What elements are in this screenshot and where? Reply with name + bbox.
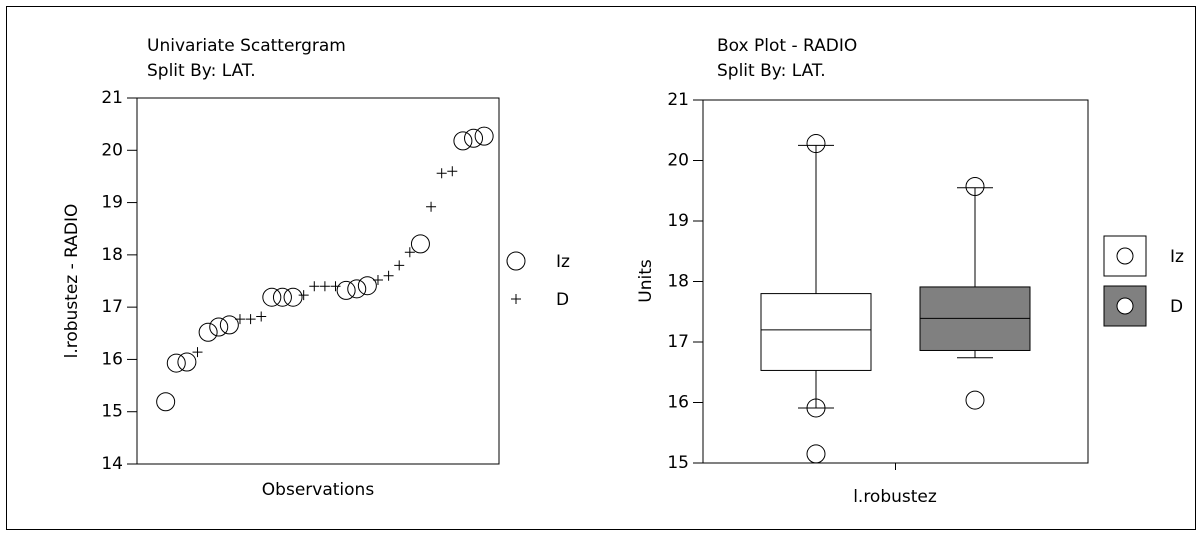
y-tick-label: 19 [667,211,689,231]
y-tick-label: 16 [667,393,689,413]
point [447,166,458,177]
point [198,322,218,342]
y-tick-label: 17 [667,332,689,352]
outlier [965,177,985,197]
point [298,290,309,301]
chart-subtitle: Split By: LAT. [147,61,256,81]
legend-marker [506,251,526,271]
point [166,353,186,373]
point [436,168,447,179]
point [347,279,367,299]
outlier [806,444,826,464]
legend-label: Iz [1170,247,1184,267]
point [336,280,356,300]
box [760,293,872,371]
frame [6,6,1196,530]
point [330,281,341,292]
outlier [965,390,985,410]
y-tick-label: 18 [667,272,689,292]
legend-marker [1116,247,1134,265]
point [357,276,377,296]
outlier [806,398,826,418]
point [410,234,430,254]
point [283,287,303,307]
y-axis-label: Units [636,259,656,303]
plot-area [136,97,500,465]
point [209,317,229,337]
y-axis-label: l.robustez - RADIO [62,204,82,359]
y-tick-label: 16 [101,349,123,369]
x-axis-label: Observations [262,480,375,500]
point [426,201,437,212]
chart-subtitle: Split By: LAT. [717,61,826,81]
point [383,270,394,281]
point [372,274,383,285]
legend-label: D [556,290,569,310]
y-tick-label: 17 [101,297,123,317]
chart-title: Univariate Scattergram [147,36,346,56]
point [272,287,292,307]
point [319,281,330,292]
point [177,352,197,372]
x-axis-label: l.robustez [853,487,937,507]
y-tick-label: 18 [101,245,123,265]
y-tick-label: 21 [667,90,689,110]
point [464,128,484,148]
y-tick-label: 15 [101,402,123,422]
legend-label: D [1170,297,1183,317]
legend-marker [1116,297,1134,315]
point [192,347,203,358]
point [256,311,267,322]
y-tick-label: 21 [101,88,123,108]
y-tick-label: 19 [101,193,123,213]
y-tick-label: 20 [667,151,689,171]
point [234,314,245,325]
y-tick-label: 15 [667,453,689,473]
chart-title: Box Plot - RADIO [717,36,857,56]
point [245,314,256,325]
point [394,260,405,271]
point [474,126,494,146]
point [262,287,282,307]
y-tick-label: 20 [101,140,123,160]
point [453,131,473,151]
point [156,392,176,412]
point [404,247,415,258]
point [309,281,320,292]
legend-marker [511,294,521,304]
y-tick-label: 14 [101,454,123,474]
legend-label: Iz [556,252,570,272]
point [219,315,239,335]
outlier [806,134,826,154]
